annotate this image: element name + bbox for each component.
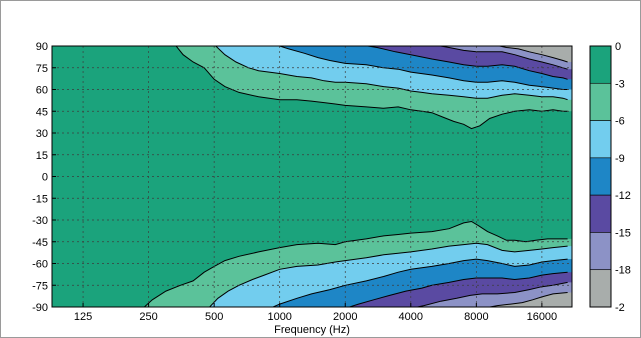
colorbar-swatch [589, 269, 612, 308]
colorbar-swatch [589, 120, 612, 159]
colorbar-label: -15 [615, 227, 631, 239]
x-tick-label: 250 [139, 311, 157, 323]
colorbar-label: -12 [615, 190, 631, 202]
contour-line [208, 242, 568, 307]
colorbar: 0 -3 -6 -9 -12 -15 -18 -2 [589, 41, 631, 314]
contour-line [364, 46, 568, 80]
y-tick-label: 45 [36, 106, 48, 118]
contour-lines [143, 46, 568, 307]
colorbar-label: -6 [615, 116, 625, 128]
colorbar-label: -9 [615, 153, 625, 165]
band-bottom-6 [489, 292, 572, 307]
x-tick-label: 8000 [464, 311, 488, 323]
contour-line [437, 46, 568, 70]
x-axis-label: Frequency (Hz) [274, 324, 350, 336]
y-tick-label: -45 [32, 237, 48, 249]
colorbar-swatch [589, 82, 612, 121]
colorbar-swatch [589, 157, 612, 196]
colorbar-swatch [589, 45, 612, 84]
y-tick-label: -75 [32, 280, 48, 292]
x-tick-label: 1000 [267, 311, 291, 323]
colorbar-label: -18 [615, 265, 631, 277]
y-tick-label: 30 [36, 128, 48, 140]
contour-line [215, 46, 568, 101]
gridlines [52, 46, 572, 307]
y-tick-label: 0 [42, 172, 48, 184]
band-top-6 [499, 46, 572, 62]
y-tick-label: 90 [36, 41, 48, 53]
x-tick-label: 500 [205, 311, 223, 323]
contour-line [497, 46, 568, 63]
x-axis: 125 250 500 1000 2000 4000 8000 16000 [74, 303, 557, 323]
contour-bands [144, 46, 572, 307]
colorbar-border [589, 45, 612, 308]
x-tick-label: 16000 [527, 311, 558, 323]
contour-line [347, 271, 568, 307]
y-tick-label: -15 [32, 193, 48, 205]
x-tick-label: 2000 [333, 311, 357, 323]
y-tick-label: 60 [36, 85, 48, 97]
y-tick-label: 15 [36, 150, 48, 162]
contour-line [271, 258, 568, 307]
y-tick-label: -30 [32, 215, 48, 227]
y-tick-label: 75 [36, 63, 48, 75]
y-tick-label: -90 [32, 302, 48, 314]
contour-line [277, 46, 568, 90]
colorbar-label: 0 [615, 41, 621, 53]
colorbar-label: -2 [615, 302, 625, 314]
contour-line [143, 220, 568, 307]
contour-line [175, 46, 568, 130]
contour-line [414, 281, 568, 307]
y-axis: 90 75 60 45 30 15 0 -15 -30 -45 -60 -75 -90 [32, 41, 56, 314]
y-tick-label: -60 [32, 259, 48, 271]
x-tick-label: 4000 [399, 311, 423, 323]
colorbar-swatch [589, 232, 612, 271]
contour-line [486, 292, 568, 307]
colorbar-swatch [589, 194, 612, 233]
x-tick-label: 125 [74, 311, 92, 323]
colorbar-label: -3 [615, 78, 625, 90]
